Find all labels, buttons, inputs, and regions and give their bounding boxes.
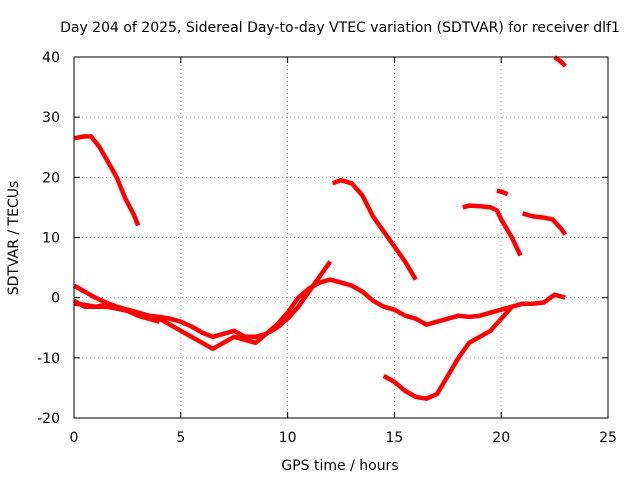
grid [74,57,608,418]
x-tick-label: 10 [279,430,297,446]
series-segment-e [331,178,418,281]
y-tick-label: -20 [37,411,60,427]
series-group [72,55,568,401]
y-tick-label: 0 [51,291,60,307]
y-tick-label: 40 [42,50,60,66]
x-tick-label: 25 [599,430,617,446]
y-axis-label: SDTVAR / TECUs [6,181,22,296]
series-segment-h [496,188,509,197]
chart-title: Day 204 of 2025, Sidereal Day-to-day VTE… [60,20,620,36]
x-tick-label: 5 [176,430,185,446]
x-axis-label: GPS time / hours [281,458,398,474]
ticks: 0 5 10 15 20 25 -20 -10 0 10 20 30 40 [37,50,617,446]
series-segment-a [73,134,141,227]
y-tick-label: 30 [42,110,60,126]
series-segment-j [553,55,567,68]
y-tick-label: -10 [37,351,60,367]
y-tick-label: 10 [42,231,60,247]
x-tick-label: 15 [385,430,403,446]
series-segment-d [72,298,161,324]
x-tick-label: 0 [70,430,79,446]
series-segment-f [382,305,514,401]
series-segment-i [521,211,568,236]
series-segment-g [462,203,523,257]
y-tick-label: 20 [42,170,60,186]
x-tick-label: 20 [492,430,510,446]
